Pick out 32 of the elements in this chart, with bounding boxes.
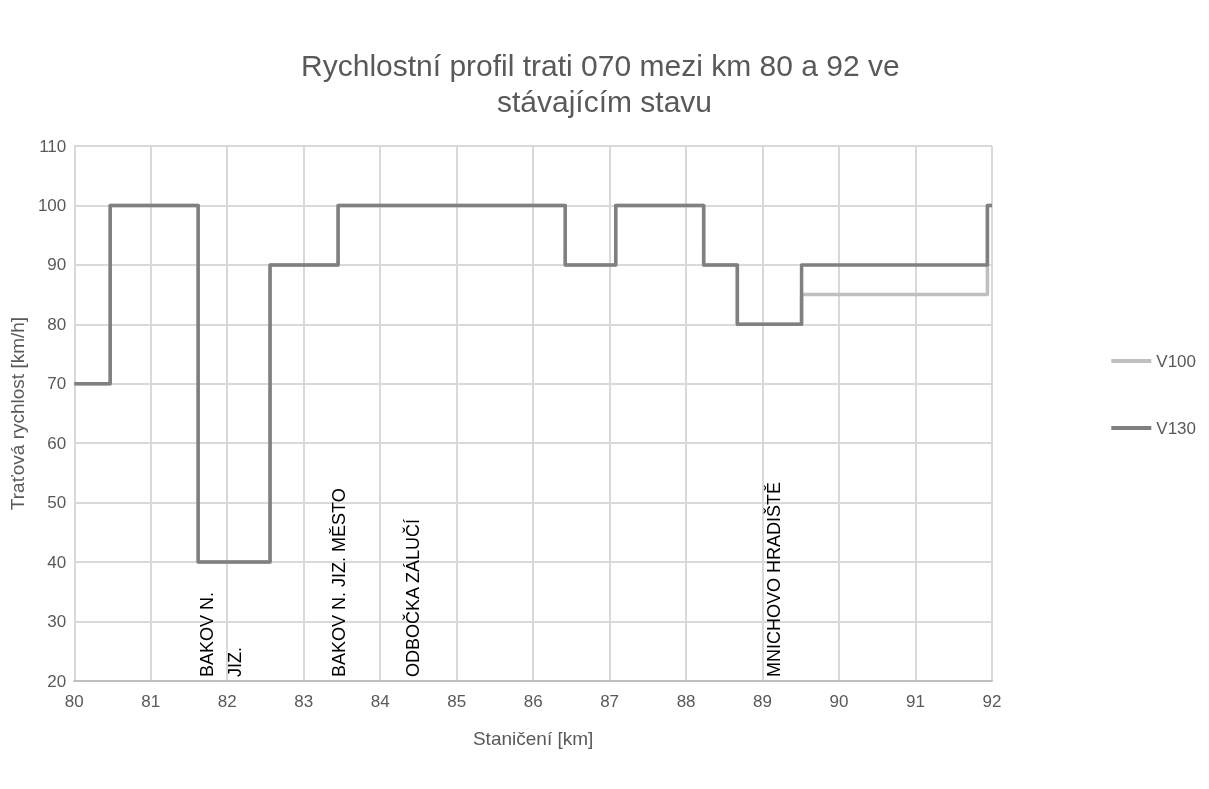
x-tick-label: 80: [64, 692, 84, 711]
y-tick-label: 30: [47, 612, 67, 632]
x-tick-label: 92: [982, 692, 1002, 711]
y-tick-label: 60: [47, 433, 67, 453]
x-tick-label: 88: [676, 692, 696, 711]
x-tick-label: 81: [141, 692, 161, 711]
y-tick-label: 110: [39, 136, 67, 156]
legend-label: V130: [1156, 418, 1196, 438]
annotation: BAKOV N. JIZ.: [197, 591, 246, 677]
x-tick-label: 90: [829, 692, 849, 711]
x-tick-label: 84: [370, 692, 390, 711]
legend-label: V100: [1156, 351, 1196, 371]
y-tick-label: 20: [47, 671, 67, 691]
y-tick-label: 70: [47, 374, 67, 394]
x-tick-label: 86: [523, 692, 543, 711]
y-axis-title: Traťová rychlost [km/h]: [7, 316, 28, 511]
annotation: MNICHOVO HRADIŠTĚ: [762, 481, 784, 677]
annotation: BAKOV N. JIZ. MĚSTO: [329, 488, 350, 677]
x-axis-title: Staničení [km]: [472, 728, 594, 749]
annotation: ODBOČKA ZÁLUČÍ: [402, 518, 424, 677]
y-tick-label: 40: [47, 552, 67, 572]
y-tick-label: 100: [37, 195, 67, 215]
x-tick-label: 85: [447, 692, 467, 711]
y-tick-label: 90: [47, 255, 67, 275]
x-tick-label: 82: [217, 692, 237, 711]
x-tick-label: 91: [906, 692, 925, 711]
x-tick-label: 87: [600, 692, 620, 711]
chart-title: Rychlostní profil trati 070 mezi km 80 a 92 ve stávajícím stavu: [301, 48, 908, 118]
x-tick-label: 89: [753, 692, 773, 711]
y-tick-label: 50: [47, 493, 67, 513]
x-tick-label: 83: [294, 692, 314, 711]
y-tick-label: 80: [47, 314, 67, 334]
